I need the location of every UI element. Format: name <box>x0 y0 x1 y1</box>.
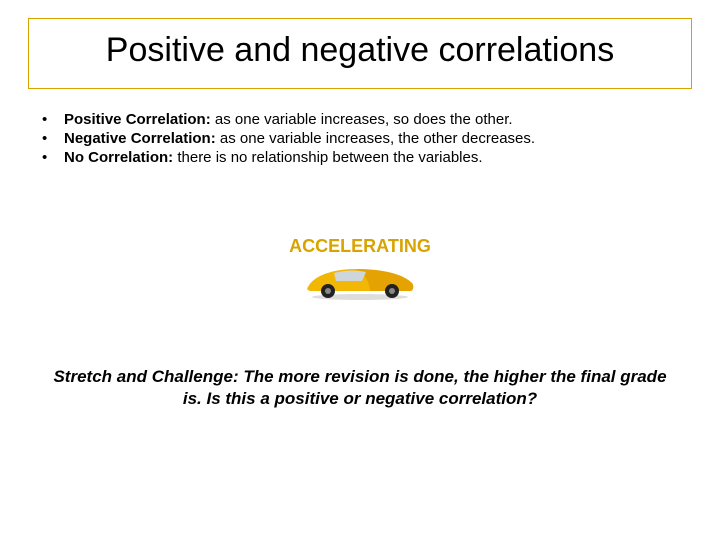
bullet-icon: • <box>40 130 64 147</box>
car-icon <box>300 261 420 306</box>
list-item: • No Correlation: there is no relationsh… <box>40 149 680 166</box>
accelerating-label: ACCELERATING <box>0 236 720 257</box>
stretch-lead: Stretch and Challenge: <box>53 367 238 386</box>
stretch-challenge: Stretch and Challenge: The more revision… <box>50 366 670 410</box>
accelerating-block: ACCELERATING <box>0 236 720 306</box>
bullet-icon: • <box>40 149 64 166</box>
list-item: • Negative Correlation: as one variable … <box>40 130 680 147</box>
stretch-text: The more revision is done, the higher th… <box>183 367 667 408</box>
bullet-icon: • <box>40 111 64 128</box>
title-box: Positive and negative correlations <box>28 18 692 89</box>
term: Negative Correlation: <box>64 130 216 147</box>
definition: there is no relationship between the var… <box>173 149 482 166</box>
list-item: • Positive Correlation: as one variable … <box>40 111 680 128</box>
term: No Correlation: <box>64 149 173 166</box>
page-title: Positive and negative correlations <box>49 31 671 70</box>
bullet-text: Negative Correlation: as one variable in… <box>64 130 680 147</box>
definition: as one variable increases, the other dec… <box>216 130 535 147</box>
term: Positive Correlation: <box>64 111 211 128</box>
bullet-text: Positive Correlation: as one variable in… <box>64 111 680 128</box>
definition: as one variable increases, so does the o… <box>211 111 513 128</box>
bullet-list: • Positive Correlation: as one variable … <box>40 111 680 166</box>
bullet-text: No Correlation: there is no relationship… <box>64 149 680 166</box>
